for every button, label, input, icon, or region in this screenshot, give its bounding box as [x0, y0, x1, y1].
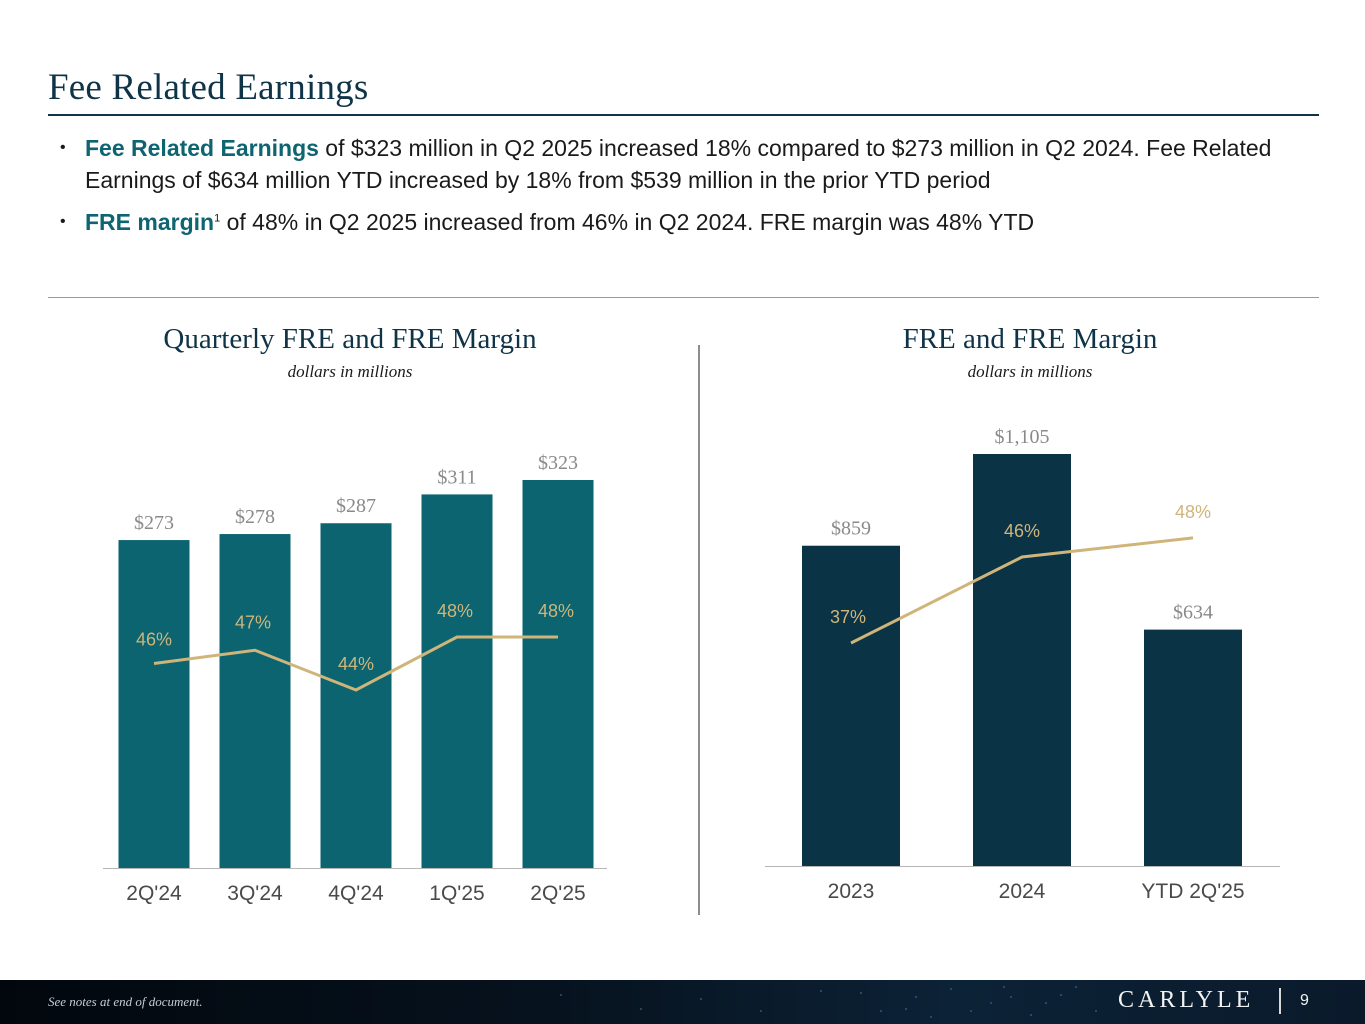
margin-line: [850, 536, 1194, 645]
chart-divider: [698, 345, 700, 915]
footer-texture-dot: [880, 1010, 882, 1012]
margin-label: 48%: [1175, 502, 1211, 522]
bar-fre: [421, 494, 493, 868]
x-tick-label: YTD 2Q'25: [1141, 880, 1244, 903]
bar-fre: [320, 523, 392, 868]
margin-line: [153, 635, 558, 692]
bullet-text: of 48% in Q2 2025 increased from 46% in …: [220, 209, 1035, 235]
x-tick-label: 2023: [828, 880, 875, 903]
bar-value-label: $859: [831, 518, 871, 540]
bullet-item: • FRE margin1 of 48% in Q2 2025 increase…: [60, 206, 1320, 238]
footer-texture-dot: [640, 1008, 642, 1010]
footer-bar: See notes at end of document. CARLYLE 9: [0, 980, 1365, 1024]
x-tick-label: 3Q'24: [227, 882, 283, 905]
bar-fre: [1144, 629, 1242, 866]
footer-texture-dot: [1095, 1010, 1097, 1012]
bullet-highlight: Fee Related Earnings: [85, 135, 319, 161]
bar-fre: [973, 454, 1071, 866]
footer-texture-dot: [990, 1002, 992, 1004]
x-tick-label: 2Q'25: [530, 882, 585, 905]
section-divider: [48, 297, 1319, 298]
bar-value-label: $634: [1173, 602, 1213, 624]
chart-subtitle-annual: dollars in millions: [967, 362, 1093, 381]
margin-label: 37%: [830, 607, 866, 627]
bar-value-label: $287: [336, 495, 376, 517]
page-number: 9: [1300, 992, 1309, 1009]
footer-texture-dot: [860, 992, 862, 994]
margin-label: 46%: [1004, 521, 1040, 541]
footer-texture-dot: [1030, 1014, 1032, 1016]
x-tick-label: 1Q'25: [429, 882, 484, 905]
bullet-highlight: FRE margin: [85, 209, 215, 235]
bar-fre: [118, 540, 190, 868]
bar-value-label: $311: [437, 466, 476, 488]
footer-texture-dot: [1060, 994, 1062, 996]
bar-value-label: $278: [235, 506, 275, 528]
footer-texture-dot: [1045, 1002, 1047, 1004]
footer-separator: [1279, 988, 1281, 1014]
bar-fre: [219, 534, 291, 868]
footer-texture-dot: [1075, 986, 1077, 988]
footer-texture-dot: [970, 1010, 972, 1012]
margin-label: 46%: [136, 630, 172, 650]
bullet-text: of $323 million in Q2 2025 increased 18%…: [85, 135, 1272, 193]
footer-texture-dot: [820, 990, 822, 992]
bullet-dot-icon: •: [60, 213, 66, 230]
footer-texture-dot: [1003, 986, 1005, 988]
bar-value-label: $323: [538, 452, 578, 474]
carlyle-logo: CARLYLE: [1118, 987, 1255, 1013]
footer-texture-dot: [760, 1010, 762, 1012]
margin-label: 48%: [437, 601, 473, 621]
footnote-marker: 1: [214, 212, 221, 225]
bar-value-label: $273: [134, 512, 174, 534]
margin-label: 44%: [338, 654, 374, 674]
bar-fre: [522, 480, 594, 868]
footer-texture-dot: [930, 1016, 932, 1018]
page-title: Fee Related Earnings: [48, 67, 369, 108]
footer-texture-dot: [700, 998, 702, 1000]
bullet-dot-icon: •: [60, 139, 66, 156]
bar-value-label: $1,105: [995, 426, 1050, 448]
footer-texture-dot: [905, 1008, 907, 1010]
footer-texture-dot: [950, 988, 952, 990]
x-tick-label: 2Q'24: [126, 882, 182, 905]
margin-label: 48%: [538, 601, 574, 621]
bullet-item: • Fee Related Earnings of $323 million i…: [60, 132, 1320, 196]
x-tick-label: 4Q'24: [328, 882, 384, 905]
chart-title-annual: FRE and FRE Margin: [902, 323, 1158, 355]
footer-note: See notes at end of document.: [48, 994, 203, 1009]
title-divider: [48, 114, 1319, 116]
footer-texture-dot: [560, 994, 562, 996]
bar-fre: [802, 545, 900, 866]
chart-title-quarterly: Quarterly FRE and FRE Margin: [163, 323, 537, 355]
chart-subtitle-quarterly: dollars in millions: [287, 362, 413, 381]
margin-label: 47%: [235, 612, 271, 632]
x-tick-label: 2024: [999, 880, 1046, 903]
footer-texture-dot: [915, 996, 917, 998]
bullet-list: • Fee Related Earnings of $323 million i…: [60, 132, 1320, 248]
footer-texture-dot: [1010, 996, 1012, 998]
